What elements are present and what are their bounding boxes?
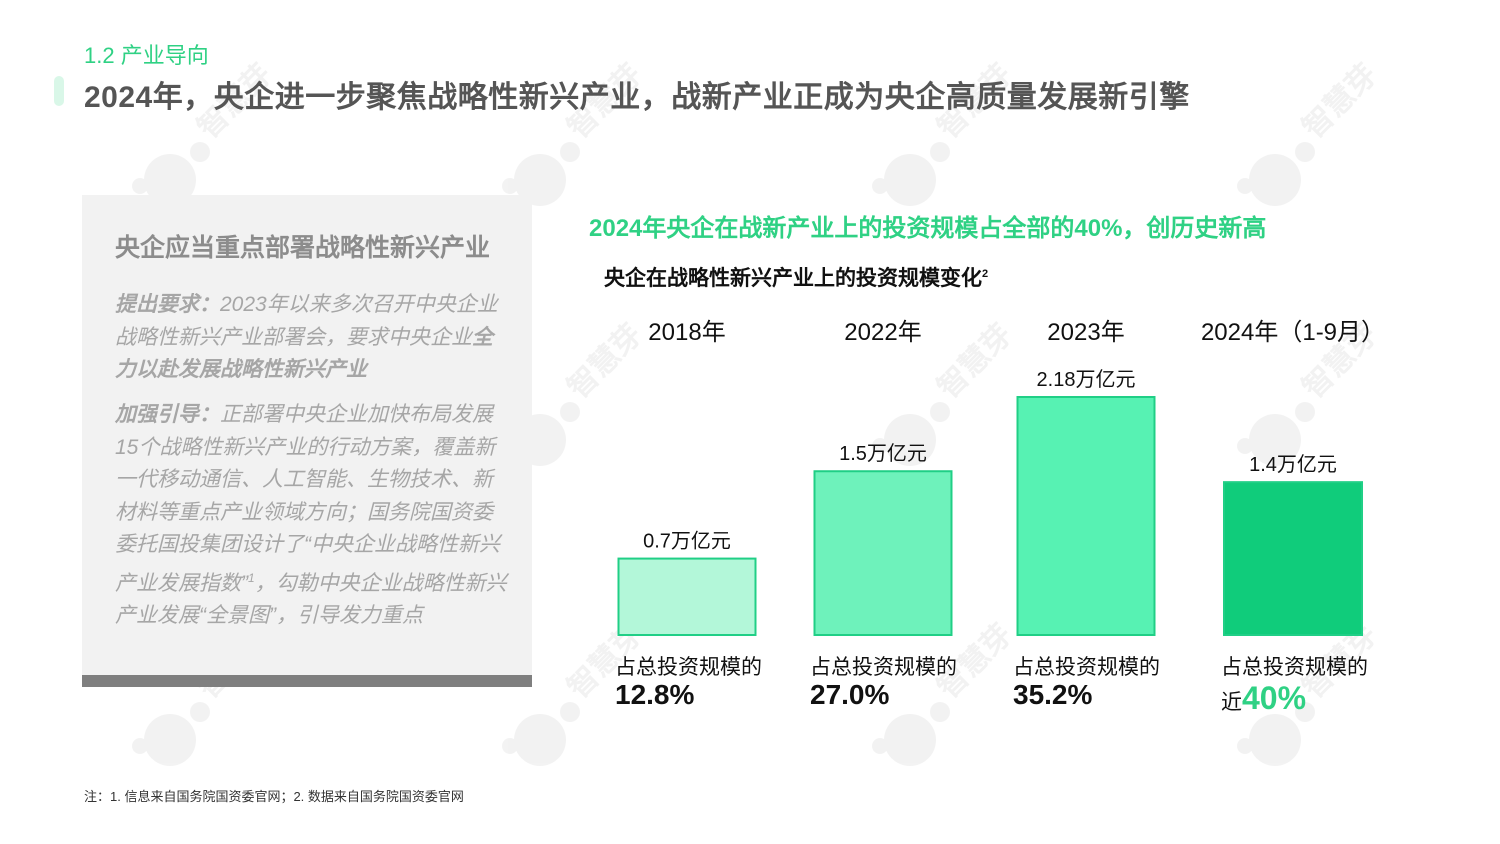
bar-3	[1223, 481, 1363, 637]
bar-value-label-2: 2.18万亿元	[1037, 368, 1136, 391]
share-caption-3: 占总投资规模的	[1221, 656, 1368, 679]
share-caption-1: 占总投资规模的	[810, 656, 957, 679]
policy-paragraph-guidance: 加强引导：正部署中央企业加快布局发展15个战略性新兴产业的行动方案，覆盖新一代移…	[115, 399, 507, 633]
share-prefix-3: 近	[1221, 691, 1242, 714]
chart-title: 央企在战略性新兴产业上的投资规模变化2	[604, 262, 988, 292]
policy-panel	[82, 195, 532, 675]
share-caption-2: 占总投资规模的	[1013, 656, 1160, 679]
title-accent-bar	[54, 76, 64, 106]
guidance-footnote-ref: 1	[248, 570, 255, 585]
guidance-lead: 加强引导：	[115, 403, 220, 426]
category-label-0: 2018年	[648, 319, 725, 346]
bar-value-label-1: 1.5万亿元	[839, 442, 927, 465]
category-label-3: 2024年（1-9月）	[1201, 319, 1385, 346]
share-highlight-3: 40%	[1242, 680, 1307, 716]
section-label: 1.2 产业导向	[84, 43, 209, 68]
category-label-2: 2023年	[1047, 319, 1124, 346]
requirement-emphasis: 全力以赴发展战略性新兴产业	[115, 325, 493, 382]
category-label-1: 2022年	[844, 319, 921, 346]
bar-value-label-0: 0.7万亿元	[643, 530, 731, 553]
guidance-text-a: 正部署中央企业加快布局发展15个战略性新兴产业的行动方案，覆盖新一代移动通信、人…	[115, 403, 500, 595]
share-value-3: 近40%	[1221, 680, 1306, 717]
footnote: 注：1. 信息来自国务院国资委官网；2. 数据来自国务院国资委官网	[84, 789, 464, 804]
requirement-lead: 提出要求：	[115, 293, 220, 316]
bar-0	[617, 557, 757, 637]
requirement-text: 2023年以来多次召开中央企业战略性新兴产业部署会，要求中央企业	[115, 293, 498, 349]
policy-panel-bottom-bar	[82, 675, 532, 687]
guidance-text-b: ，勾勒中央企业战略性新兴产业发展“全景图”，引导发力重点	[115, 571, 507, 628]
chart-headline: 2024年央企在战新产业上的投资规模占全部的40%，创历史新高	[589, 215, 1267, 242]
bar-value-label-3: 1.4万亿元	[1249, 453, 1337, 476]
share-value-0: 12.8%	[615, 679, 695, 710]
bar-1	[813, 470, 953, 636]
chart-title-text: 央企在战略性新兴产业上的投资规模变化	[604, 267, 982, 290]
share-value-2: 35.2%	[1013, 679, 1093, 710]
policy-panel-title: 央企应当重点部署战略性新兴产业	[115, 234, 491, 262]
policy-paragraph-requirement: 提出要求：2023年以来多次召开中央企业战略性新兴产业部署会，要求中央企业全力以…	[115, 289, 507, 387]
bar-2	[1016, 396, 1156, 636]
page-headline: 2024年，央企进一步聚焦战略性新兴产业，战新产业正成为央企高质量发展新引擎	[84, 81, 1190, 114]
chart-title-footnote-ref: 2	[982, 268, 989, 280]
share-caption-0: 占总投资规模的	[615, 656, 762, 679]
share-value-1: 27.0%	[810, 679, 890, 710]
